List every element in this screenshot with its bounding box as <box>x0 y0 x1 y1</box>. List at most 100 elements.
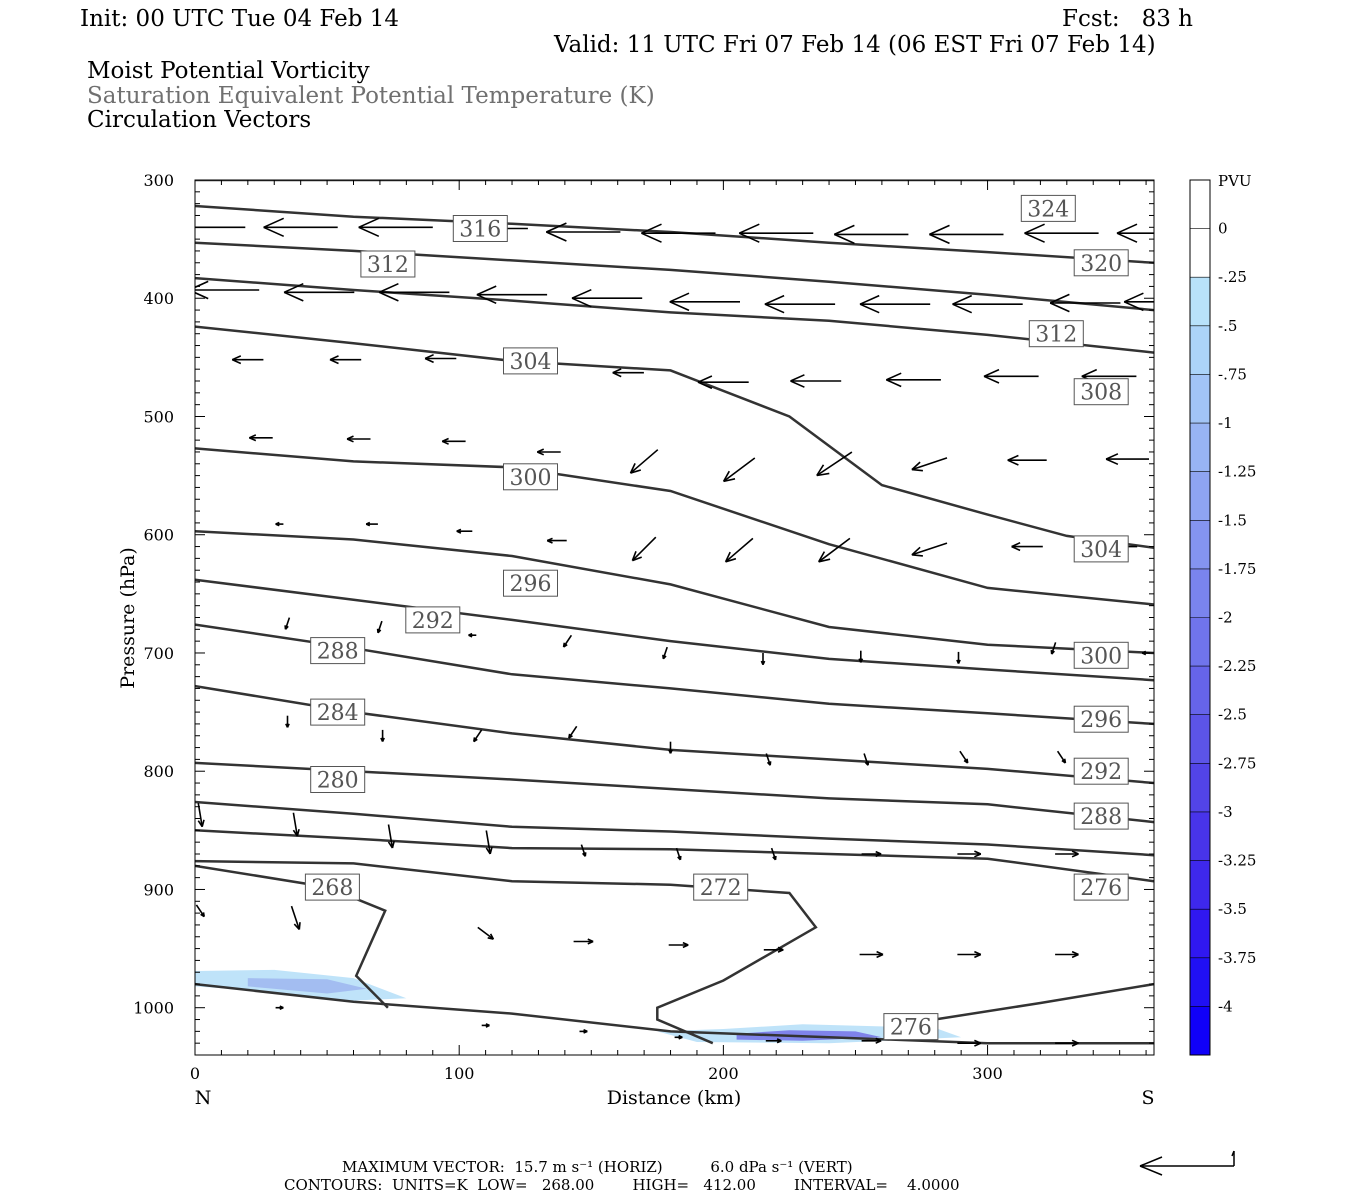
colorbar-label: -1.75 <box>1218 560 1256 578</box>
contour-label-text: 280 <box>317 769 359 794</box>
circulation-vector <box>284 617 291 630</box>
theta-e-contours <box>195 180 1154 1045</box>
circulation-vector <box>536 448 561 456</box>
contour-label: 292 <box>405 606 461 634</box>
circulation-vector <box>911 457 948 472</box>
circulation-vector <box>724 537 754 563</box>
vector-head <box>248 437 257 442</box>
vector-head <box>1081 368 1098 378</box>
vector-shaft <box>863 753 869 766</box>
vector-head <box>885 379 902 388</box>
vector-head <box>275 521 280 525</box>
vector-head <box>818 551 826 563</box>
vector-head <box>329 358 339 365</box>
circulation-vector <box>952 294 1023 314</box>
vector-head <box>776 1040 782 1044</box>
contour-line-13 <box>195 864 389 1009</box>
contour-info-note: CONTOURS: UNITS=K LOW= 268.00 HIGH= 412.… <box>284 1176 960 1194</box>
contour-label: 312 <box>360 250 416 278</box>
y-tick-label: 500 <box>143 407 174 426</box>
vector-head <box>292 829 298 837</box>
vector-head <box>1123 301 1144 312</box>
y-tick-label: 1000 <box>133 999 174 1018</box>
vector-head <box>858 658 862 663</box>
contour-line-2 <box>195 241 1154 312</box>
vector-head <box>476 285 497 296</box>
colorbar-swatch <box>1190 617 1210 667</box>
vector-head <box>296 828 300 837</box>
circulation-vector <box>365 521 378 527</box>
vector-head <box>974 953 982 959</box>
vector-head <box>1007 459 1019 466</box>
circulation-vector <box>424 353 457 364</box>
vector-head <box>1071 853 1079 858</box>
contour-label-box <box>304 873 360 901</box>
vector-head <box>441 440 449 445</box>
vector-shaft <box>959 750 969 764</box>
vector-head <box>911 554 923 557</box>
vector-head <box>171 218 191 227</box>
circulation-vector <box>765 753 772 766</box>
colorbar-label: -2.75 <box>1218 754 1256 772</box>
circulation-vector <box>568 725 578 739</box>
circulation-vector <box>790 374 842 388</box>
vector-head <box>1011 541 1021 548</box>
contour-label-box <box>503 463 558 491</box>
contour-label: 300 <box>1073 641 1129 669</box>
vector-head <box>833 233 855 245</box>
contour-label-text: 296 <box>1080 708 1122 733</box>
vector-head <box>677 856 681 861</box>
contour-label: 300 <box>503 463 558 491</box>
circulation-vector <box>378 282 450 302</box>
vector-head <box>974 1039 982 1044</box>
colorbar-swatch <box>1190 277 1210 327</box>
circulation-vector <box>1055 850 1079 858</box>
colorbar-label: -3.25 <box>1218 852 1256 870</box>
contour-label-text: 272 <box>700 876 742 901</box>
colorbar-swatch <box>1190 957 1210 1007</box>
contour-label: 280 <box>310 766 366 794</box>
circulation-vector <box>380 729 385 742</box>
circulation-vector <box>957 950 982 959</box>
contour-line-5 <box>195 447 1154 606</box>
circulation-vector <box>957 1039 982 1047</box>
vector-head <box>358 226 380 238</box>
vector-shaft <box>562 634 573 648</box>
contour-label-text: 292 <box>1080 760 1122 785</box>
contour-line-11 <box>195 800 1154 857</box>
contour-label: 324 <box>1020 194 1076 222</box>
y-tick-label: 400 <box>143 289 174 308</box>
vector-head <box>263 217 285 229</box>
contour-label-text: 296 <box>510 572 552 597</box>
circulation-vector <box>376 620 383 634</box>
circulation-vector <box>285 715 290 728</box>
circulation-vector <box>959 750 969 764</box>
contour-label-text: 312 <box>1035 323 1077 348</box>
reference-vector-icon <box>1139 1150 1235 1176</box>
circulation-vector <box>956 651 961 664</box>
vector-head <box>724 551 731 563</box>
vector-head <box>568 733 571 739</box>
contour-label: 276 <box>1073 873 1129 901</box>
vector-head <box>864 761 869 766</box>
vector-head <box>1049 293 1070 304</box>
contour-label-box <box>1020 194 1076 222</box>
colorbar-swatch <box>1190 374 1210 424</box>
circulation-vector <box>674 1034 683 1040</box>
contour-label-box <box>693 873 749 901</box>
vector-shaft <box>197 803 203 827</box>
circulation-vector <box>858 650 864 663</box>
circulation-vector <box>562 634 573 648</box>
vector-head <box>612 371 622 378</box>
circulation-vector <box>612 368 644 378</box>
south-end-label: S <box>1141 1087 1154 1109</box>
circulation-vector <box>818 537 851 563</box>
colorbar-label: -3.5 <box>1218 900 1247 918</box>
colorbar-swatch <box>1190 228 1210 278</box>
contour-label-text: 324 <box>1027 197 1069 222</box>
init-time: Init: 00 UTC Tue 04 Feb 14 <box>80 6 400 32</box>
max-vector-note: MAXIMUM VECTOR: 15.7 m s⁻¹ (HORIZ) 6.0 d… <box>342 1158 853 1176</box>
circulation-vector <box>197 803 205 828</box>
vector-head <box>1011 545 1021 552</box>
circulation-vector <box>861 850 882 858</box>
